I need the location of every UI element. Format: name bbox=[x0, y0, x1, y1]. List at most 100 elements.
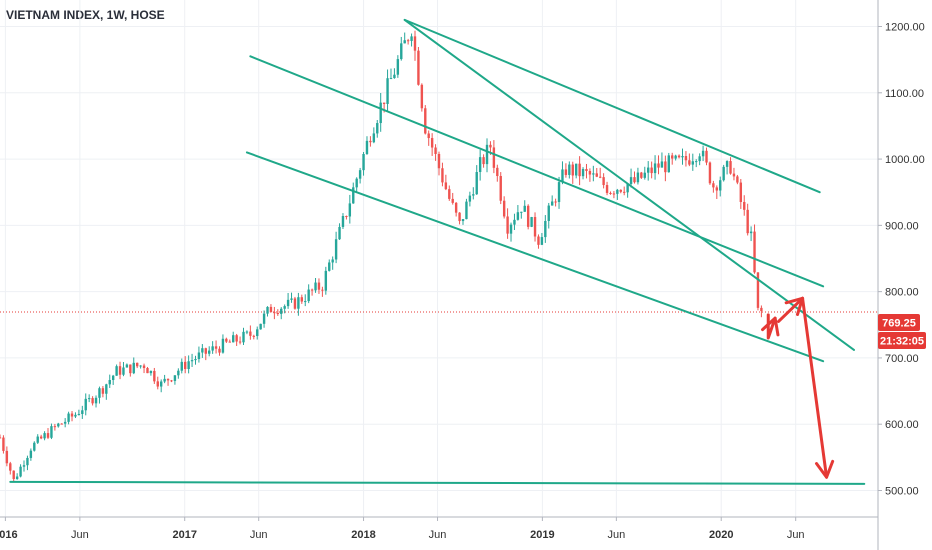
candle-up bbox=[328, 262, 331, 271]
candle-up bbox=[314, 282, 317, 291]
candle-up bbox=[334, 239, 338, 260]
candle-down bbox=[585, 169, 588, 172]
candle-up bbox=[163, 378, 166, 382]
candles bbox=[0, 30, 763, 482]
candle-down bbox=[427, 133, 430, 139]
candle-up bbox=[389, 78, 393, 80]
candle-up bbox=[15, 476, 19, 480]
candle-up bbox=[77, 413, 81, 415]
candle-up bbox=[280, 308, 283, 314]
candle-down bbox=[204, 348, 207, 354]
candle-up bbox=[647, 167, 650, 173]
candle-up bbox=[187, 361, 190, 370]
candle-up bbox=[520, 211, 523, 213]
candle-up bbox=[695, 161, 698, 163]
forecast-arrow-shaft[interactable] bbox=[801, 296, 829, 479]
candle-down bbox=[708, 162, 712, 184]
x-tick-label: 2020 bbox=[709, 529, 733, 541]
candle-up bbox=[400, 43, 403, 60]
x-tick-label: 2019 bbox=[530, 529, 554, 541]
candle-down bbox=[537, 236, 540, 245]
candle-up bbox=[197, 352, 201, 360]
candle-down bbox=[70, 413, 74, 417]
candle-down bbox=[482, 157, 485, 165]
candle-down bbox=[451, 198, 454, 203]
x-tick-label: 2017 bbox=[172, 529, 196, 541]
candle-down bbox=[310, 289, 314, 291]
candle-up bbox=[36, 436, 39, 443]
trendline[interactable] bbox=[9, 480, 866, 485]
y-tick-label: 1000.00 bbox=[885, 154, 925, 166]
candle-up bbox=[681, 156, 684, 158]
y-tick-label: 1200.00 bbox=[885, 22, 925, 34]
trendline[interactable] bbox=[403, 18, 855, 351]
candle-up bbox=[105, 384, 108, 394]
candle-up bbox=[43, 433, 46, 439]
y-tick-label: 800.00 bbox=[885, 287, 919, 299]
candle-up bbox=[365, 140, 369, 154]
y-axis[interactable]: 500.00 600.00 700.00 800.00 900.00 1000.00 110… bbox=[878, 22, 925, 498]
candle-up bbox=[108, 380, 111, 385]
candle-down bbox=[118, 366, 122, 375]
candle-down bbox=[437, 153, 441, 169]
candle-up bbox=[111, 375, 115, 381]
candle-down bbox=[317, 282, 321, 290]
candle-down bbox=[218, 348, 221, 353]
candle-up bbox=[403, 40, 406, 44]
candle-down bbox=[156, 381, 159, 387]
candle-up bbox=[530, 217, 533, 227]
candle-down bbox=[273, 312, 276, 314]
candle-up bbox=[550, 201, 554, 206]
trendline[interactable] bbox=[245, 151, 825, 363]
candle-up bbox=[63, 421, 67, 424]
trendline[interactable] bbox=[403, 18, 821, 194]
candle-down bbox=[526, 205, 530, 227]
candle-up bbox=[616, 189, 619, 194]
candle-down bbox=[235, 335, 238, 342]
candle-up bbox=[98, 388, 101, 398]
candle-up bbox=[475, 172, 478, 195]
candle-up bbox=[523, 205, 526, 212]
candle-down bbox=[454, 202, 458, 213]
candle-up bbox=[26, 457, 29, 466]
candle-down bbox=[496, 167, 499, 177]
price-tag-value: 769.25 bbox=[882, 318, 916, 330]
candle-down bbox=[166, 378, 170, 381]
candle-down bbox=[554, 201, 557, 203]
candle-down bbox=[743, 201, 746, 210]
candle-down bbox=[499, 176, 502, 201]
candle-up bbox=[262, 313, 266, 324]
candle-down bbox=[640, 172, 643, 178]
candle-up bbox=[190, 360, 194, 362]
x-tick-label: 2018 bbox=[351, 529, 375, 541]
candle-down bbox=[458, 212, 461, 222]
forecast-arrow-shaft[interactable] bbox=[777, 296, 805, 323]
candle-up bbox=[57, 423, 60, 427]
candle-up bbox=[67, 413, 70, 422]
candle-up bbox=[173, 375, 177, 381]
candle-up bbox=[122, 367, 125, 375]
candle-up bbox=[581, 169, 585, 177]
candle-up bbox=[725, 161, 729, 167]
candle-down bbox=[406, 40, 410, 42]
candle-down bbox=[129, 364, 132, 374]
candle-up bbox=[674, 155, 677, 159]
x-tick-label: Jun bbox=[429, 529, 447, 541]
candle-up bbox=[561, 169, 564, 183]
trendline[interactable] bbox=[249, 55, 825, 288]
candle-up bbox=[516, 212, 520, 220]
candle-down bbox=[506, 216, 509, 234]
candle-down bbox=[605, 185, 609, 193]
chart-title: VIETNAM INDEX, 1W, HOSE bbox=[6, 8, 165, 22]
candle-up bbox=[232, 335, 235, 343]
candle-up bbox=[701, 150, 705, 157]
candle-down bbox=[602, 177, 605, 186]
candle-up bbox=[177, 370, 180, 376]
x-axis[interactable]: 2016 Jun 2017 Jun 2018 Jun 2019 Jun 2020 Jun bbox=[0, 517, 805, 541]
candle-down bbox=[588, 171, 592, 175]
candle-down bbox=[533, 217, 537, 237]
candle-down bbox=[448, 189, 451, 199]
candle-up bbox=[386, 78, 389, 104]
x-tick-label: Jun bbox=[250, 529, 268, 541]
candle-down bbox=[413, 36, 417, 51]
